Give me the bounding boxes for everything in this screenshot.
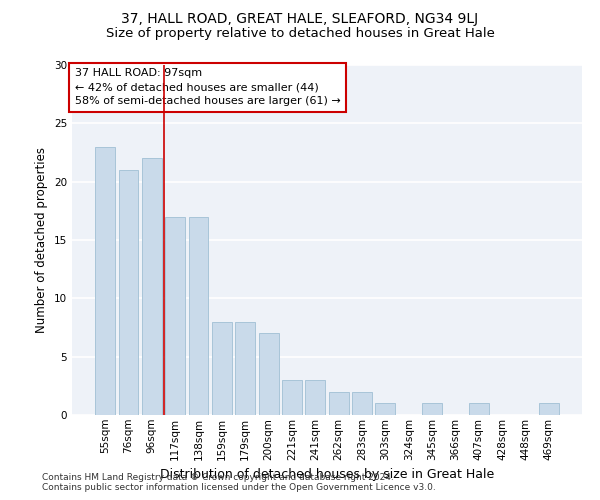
Bar <box>212 322 232 415</box>
Bar <box>305 380 325 415</box>
Text: 37 HALL ROAD: 97sqm
← 42% of detached houses are smaller (44)
58% of semi-detach: 37 HALL ROAD: 97sqm ← 42% of detached ho… <box>74 68 340 106</box>
X-axis label: Distribution of detached houses by size in Great Hale: Distribution of detached houses by size … <box>160 468 494 481</box>
Bar <box>376 404 395 415</box>
Bar <box>539 404 559 415</box>
Bar <box>352 392 372 415</box>
Bar <box>142 158 162 415</box>
Bar <box>165 216 185 415</box>
Y-axis label: Number of detached properties: Number of detached properties <box>35 147 49 333</box>
Text: Contains HM Land Registry data © Crown copyright and database right 2024.: Contains HM Land Registry data © Crown c… <box>42 474 394 482</box>
Bar <box>282 380 302 415</box>
Bar <box>422 404 442 415</box>
Text: 37, HALL ROAD, GREAT HALE, SLEAFORD, NG34 9LJ: 37, HALL ROAD, GREAT HALE, SLEAFORD, NG3… <box>121 12 479 26</box>
Bar <box>469 404 489 415</box>
Bar <box>235 322 255 415</box>
Text: Size of property relative to detached houses in Great Hale: Size of property relative to detached ho… <box>106 28 494 40</box>
Bar <box>188 216 208 415</box>
Bar <box>95 146 115 415</box>
Text: Contains public sector information licensed under the Open Government Licence v3: Contains public sector information licen… <box>42 484 436 492</box>
Bar <box>259 334 278 415</box>
Bar <box>119 170 139 415</box>
Bar <box>329 392 349 415</box>
